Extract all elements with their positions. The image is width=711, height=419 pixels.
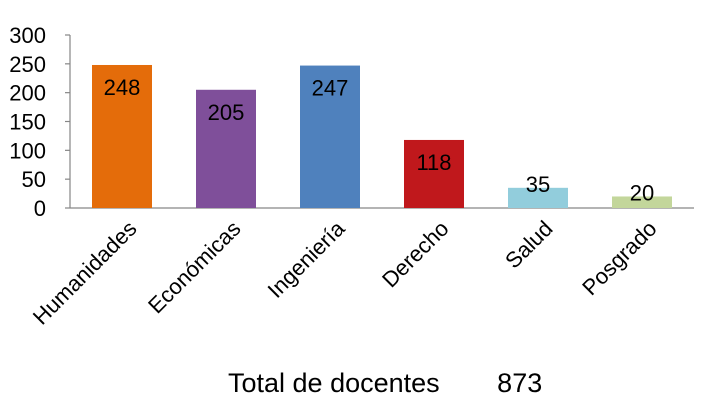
y-tick-label: 200 <box>9 81 46 106</box>
y-tick-label: 0 <box>34 196 46 221</box>
bar <box>92 64 152 208</box>
bar <box>508 187 568 208</box>
data-label: 20 <box>630 180 654 205</box>
bar-chart: 0 50 100 150 200 250 300 248 205 247 118 35 20 Huma… <box>9 23 694 330</box>
bar <box>612 196 672 208</box>
bars <box>92 64 672 209</box>
category-label: Salud <box>500 216 557 273</box>
data-label: 118 <box>416 150 451 175</box>
total-footer: Total de docentes 873 <box>228 368 542 399</box>
category-label: Ingeniería <box>263 215 350 302</box>
data-label: 248 <box>104 75 141 100</box>
total-value: 873 <box>497 368 543 398</box>
total-label: Total de docentes <box>228 368 440 398</box>
data-labels: 248 205 247 118 35 20 <box>104 75 655 205</box>
bar <box>196 89 256 208</box>
category-label: Humanidades <box>28 216 142 330</box>
category-label: Económicas <box>143 216 245 318</box>
y-tick-label: 50 <box>22 167 46 192</box>
data-label: 205 <box>208 100 245 125</box>
y-tick-label: 100 <box>9 138 46 163</box>
category-label: Derecho <box>377 216 453 292</box>
y-axis-ticks: 0 50 100 150 200 250 300 <box>9 23 70 221</box>
data-label: 35 <box>526 172 550 197</box>
y-tick-label: 150 <box>9 110 46 135</box>
bar <box>300 65 360 209</box>
category-labels: Humanidades Económicas Ingeniería Derecho Sa… <box>28 215 662 329</box>
bar <box>404 139 464 208</box>
y-tick-label: 300 <box>9 23 46 48</box>
category-label: Posgrado <box>577 216 661 300</box>
y-tick-label: 250 <box>9 52 46 77</box>
data-label: 247 <box>312 76 349 101</box>
